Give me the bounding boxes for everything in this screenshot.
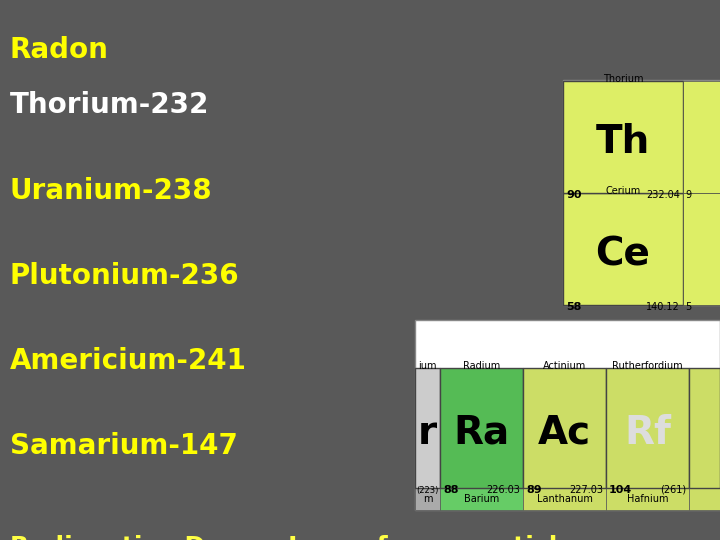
Bar [683, 81, 720, 193]
Text: m: m [423, 494, 432, 504]
Text: 227.03: 227.03 [569, 485, 603, 495]
Bar [689, 368, 720, 488]
Text: 104: 104 [609, 485, 632, 495]
Text: 140.12: 140.12 [647, 302, 680, 312]
Bar [523, 368, 606, 488]
Text: 9: 9 [685, 190, 691, 200]
Text: Rf: Rf [624, 414, 671, 452]
Text: Radon: Radon [10, 36, 109, 64]
Text: Ce: Ce [595, 235, 650, 273]
Bar [523, 488, 606, 510]
Text: Uranium-238: Uranium-238 [10, 177, 212, 205]
Text: Lanthanum: Lanthanum [536, 494, 593, 504]
Text: r: r [418, 414, 437, 452]
Bar [563, 193, 683, 305]
Text: Th: Th [596, 123, 650, 161]
Text: Thorium: Thorium [603, 74, 643, 84]
Text: 58: 58 [566, 302, 581, 312]
Text: 226.03: 226.03 [486, 485, 520, 495]
Text: (261): (261) [660, 485, 686, 495]
Text: Barium: Barium [464, 494, 499, 504]
Bar [415, 488, 440, 510]
Text: Cerium: Cerium [606, 186, 641, 196]
Text: Plutonium-236: Plutonium-236 [10, 262, 240, 290]
Text: Thorium-232: Thorium-232 [10, 91, 210, 119]
Text: 90: 90 [566, 190, 582, 200]
Bar [563, 80, 720, 305]
Bar [440, 368, 523, 488]
Text: ium: ium [418, 361, 437, 371]
Text: Hafnium: Hafnium [626, 494, 668, 504]
Text: Actinium: Actinium [543, 361, 586, 371]
Bar [563, 81, 683, 193]
Text: 88: 88 [443, 485, 459, 495]
Text: Americium-241: Americium-241 [10, 347, 247, 375]
Text: Samarium-147: Samarium-147 [10, 432, 238, 460]
Bar [415, 320, 720, 510]
Bar [440, 488, 523, 510]
Text: Radioactive Decay: Loss of an α particle: Radioactive Decay: Loss of an α particle [10, 535, 575, 540]
Bar [606, 368, 689, 488]
Text: 5: 5 [685, 302, 691, 312]
Bar [606, 488, 689, 510]
Text: (223): (223) [416, 486, 438, 495]
Text: Rutherfordium: Rutherfordium [612, 361, 683, 371]
Bar [683, 193, 720, 305]
Bar [415, 368, 440, 488]
Text: 232.04: 232.04 [646, 190, 680, 200]
Text: 89: 89 [526, 485, 541, 495]
Text: Ac: Ac [538, 414, 591, 452]
Text: Radium: Radium [463, 361, 500, 371]
Text: Ra: Ra [454, 414, 510, 452]
Bar [689, 488, 720, 510]
